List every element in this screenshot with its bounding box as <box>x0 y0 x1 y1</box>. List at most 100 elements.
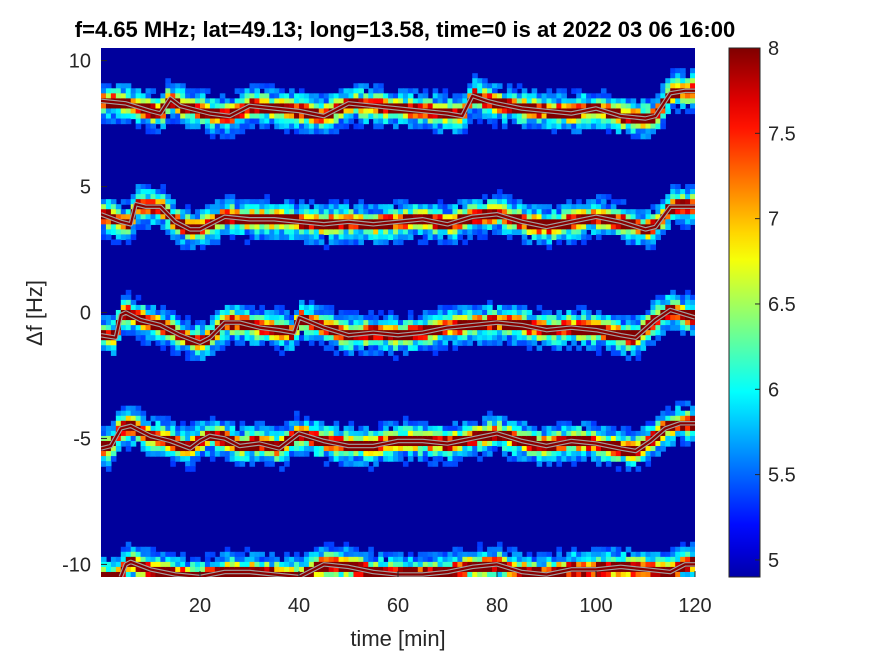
heatmap-cell <box>165 78 171 84</box>
heatmap-cell <box>150 304 157 311</box>
heatmap-cell <box>244 219 251 225</box>
heatmap-cell <box>264 561 270 568</box>
heatmap-cell <box>576 224 582 230</box>
heatmap-cell <box>254 209 260 215</box>
heatmap-cell <box>660 410 666 417</box>
heatmap-cell <box>605 93 612 99</box>
heatmap-cell <box>665 224 671 230</box>
heatmap-cell <box>437 229 444 236</box>
heatmap-cell <box>175 425 181 432</box>
heatmap-cell <box>274 309 280 316</box>
heatmap-cell <box>239 571 246 577</box>
heatmap-cell <box>303 415 310 422</box>
heatmap-cell <box>274 93 280 99</box>
heatmap-cell <box>556 113 562 120</box>
heatmap-cell <box>299 451 305 457</box>
heatmap-cell <box>160 345 166 351</box>
heatmap-cell <box>234 446 241 452</box>
heatmap-cell <box>323 541 330 548</box>
heatmap-cell <box>239 219 246 225</box>
heatmap-cell <box>125 234 132 241</box>
heatmap-cell <box>175 229 181 236</box>
heatmap-cell <box>650 430 656 437</box>
heatmap-cell <box>214 98 221 105</box>
heatmap-cell <box>511 304 518 311</box>
heatmap-cell <box>571 214 577 220</box>
heatmap-cell <box>630 128 637 135</box>
heatmap-cell <box>338 456 345 462</box>
heatmap-cell <box>150 309 157 316</box>
heatmap-cell <box>566 556 572 563</box>
heatmap-cell <box>497 315 503 321</box>
heatmap-cell <box>333 128 340 135</box>
heatmap-cell <box>437 566 444 573</box>
heatmap-cell <box>497 304 503 311</box>
heatmap-cell <box>605 561 612 568</box>
heatmap-cell <box>487 410 493 417</box>
heatmap-cell <box>224 103 231 110</box>
heatmap-cell <box>110 93 117 99</box>
heatmap-cell <box>645 234 652 241</box>
heatmap-cell <box>254 556 260 563</box>
colorbar-tick-label: 7.5 <box>768 123 796 145</box>
heatmap-cell <box>615 320 622 326</box>
heatmap-cell <box>378 451 384 457</box>
heatmap-cell <box>209 345 216 351</box>
heatmap-cell <box>175 315 181 321</box>
heatmap-cell <box>200 229 206 236</box>
heatmap-cell <box>675 571 681 577</box>
heatmap-cell <box>244 561 251 568</box>
heatmap-cell <box>551 315 557 321</box>
heatmap-cell <box>101 88 107 94</box>
heatmap-cell <box>407 440 414 447</box>
heatmap-cell <box>536 451 543 457</box>
heatmap-cell <box>665 440 671 447</box>
heatmap-cell <box>630 325 637 331</box>
heatmap-cell <box>610 556 617 563</box>
heatmap-cell <box>130 98 137 105</box>
heatmap-cell <box>422 214 429 220</box>
heatmap-cell <box>338 461 345 467</box>
heatmap-cell <box>675 78 681 84</box>
heatmap-cell <box>675 68 681 74</box>
heatmap-cell <box>209 103 216 110</box>
heatmap-cell <box>600 98 607 105</box>
heatmap-cell <box>130 330 137 336</box>
heatmap-cell <box>655 229 661 236</box>
heatmap-cell <box>447 309 454 316</box>
heatmap-cell <box>685 83 691 89</box>
heatmap-cell <box>214 420 221 427</box>
heatmap-cell <box>605 425 612 432</box>
heatmap-cell <box>581 98 587 105</box>
heatmap-cell <box>402 229 409 236</box>
heatmap-cell <box>482 451 488 457</box>
heatmap-cell <box>442 93 449 99</box>
heatmap-cell <box>506 315 513 321</box>
heatmap-cell <box>625 435 632 442</box>
heatmap-cell <box>294 98 300 105</box>
heatmap-cell <box>521 430 528 437</box>
heatmap-cell <box>605 335 612 341</box>
heatmap-cell <box>279 88 285 94</box>
heatmap-cell <box>501 309 508 316</box>
heatmap-cell <box>209 350 216 356</box>
heatmap-cell <box>531 446 538 452</box>
heatmap-cell <box>452 118 458 125</box>
heatmap-cell <box>294 571 300 577</box>
heatmap-cell <box>591 420 597 427</box>
heatmap-cell <box>313 546 320 553</box>
heatmap-cell <box>635 456 642 462</box>
heatmap-cell <box>313 234 320 241</box>
heatmap-cell <box>294 335 300 341</box>
heatmap-cell <box>274 440 280 447</box>
heatmap-cell <box>105 430 112 437</box>
heatmap-cell <box>432 456 439 462</box>
heatmap-cell <box>209 224 216 230</box>
heatmap-cell <box>630 340 637 346</box>
colorbar-ticks: 87.576.565.55 <box>755 38 796 572</box>
heatmap-cell <box>145 561 152 568</box>
heatmap-cell <box>368 571 374 577</box>
heatmap-cell <box>605 113 612 120</box>
heatmap-cell <box>447 304 454 311</box>
heatmap-cell <box>571 123 577 130</box>
